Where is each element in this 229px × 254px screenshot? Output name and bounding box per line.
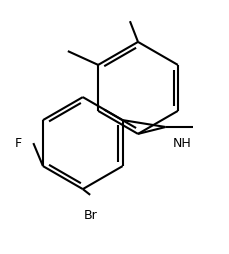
Text: NH: NH bbox=[172, 137, 191, 150]
Text: F: F bbox=[15, 137, 22, 150]
Text: Br: Br bbox=[83, 209, 97, 222]
